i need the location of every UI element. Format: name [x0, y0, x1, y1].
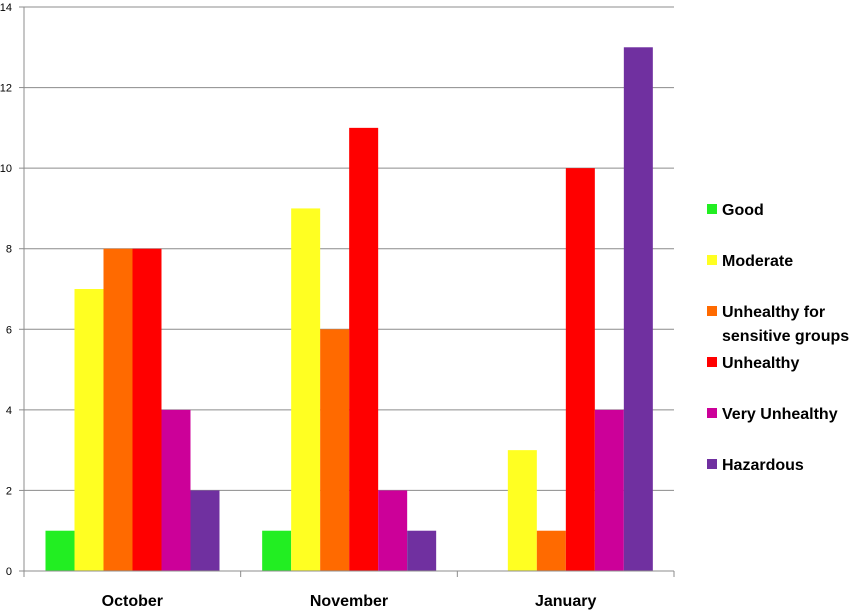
bar [623, 47, 653, 572]
y-tick-label: 0 [6, 566, 12, 578]
legend-swatch [707, 459, 717, 469]
legend: Good Moderate Unhealthy for sensitive group… [707, 202, 849, 474]
y-tick-label: 8 [6, 244, 12, 256]
legend-label: Moderate [722, 253, 793, 270]
bar [161, 409, 191, 571]
bar [262, 530, 292, 571]
legend-label: sensitive groups [722, 328, 849, 345]
legend-label: Very Unhealthy [722, 406, 838, 423]
bar [74, 289, 104, 571]
legend-label: Unhealthy for [722, 304, 825, 321]
legend-label: Good [722, 202, 764, 219]
y-axis-ticks: 0 2 4 6 8 10 12 14 [0, 2, 24, 578]
x-axis-labels: October November January [102, 593, 597, 610]
bar [190, 490, 220, 571]
bar [103, 248, 133, 571]
y-tick-label: 2 [6, 485, 12, 497]
bar [291, 208, 321, 571]
x-category-label: November [310, 593, 388, 610]
y-tick-label: 10 [0, 163, 12, 175]
bars [45, 47, 653, 572]
y-tick-label: 4 [6, 405, 12, 417]
bar [320, 329, 350, 571]
legend-swatch [707, 408, 717, 418]
y-tick-label: 14 [0, 2, 12, 14]
bar [536, 530, 566, 571]
bar [407, 530, 437, 571]
legend-label: Unhealthy [722, 355, 799, 372]
bar [565, 168, 595, 571]
y-tick-label: 6 [6, 324, 12, 336]
legend-swatch [707, 255, 717, 265]
x-category-label: October [102, 593, 163, 610]
legend-swatch [707, 357, 717, 367]
axes [23, 7, 675, 577]
bar [507, 450, 537, 571]
bar [378, 490, 408, 571]
bar [45, 530, 75, 571]
bar [349, 127, 379, 571]
y-tick-label: 12 [0, 83, 12, 95]
legend-label: Hazardous [722, 457, 804, 474]
bar [132, 248, 162, 571]
legend-swatch [707, 204, 717, 214]
legend-swatch [707, 306, 717, 316]
x-category-label: January [535, 593, 596, 610]
bar [594, 409, 624, 571]
